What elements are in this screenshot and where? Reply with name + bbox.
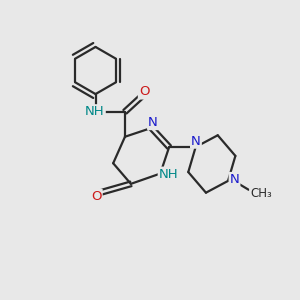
Text: N: N bbox=[230, 173, 239, 186]
Text: NH: NH bbox=[85, 105, 105, 118]
Text: NH: NH bbox=[159, 168, 178, 181]
Text: O: O bbox=[91, 190, 102, 203]
Text: CH₃: CH₃ bbox=[250, 187, 272, 200]
Text: N: N bbox=[148, 116, 158, 129]
Text: O: O bbox=[139, 85, 149, 98]
Text: N: N bbox=[191, 135, 201, 148]
